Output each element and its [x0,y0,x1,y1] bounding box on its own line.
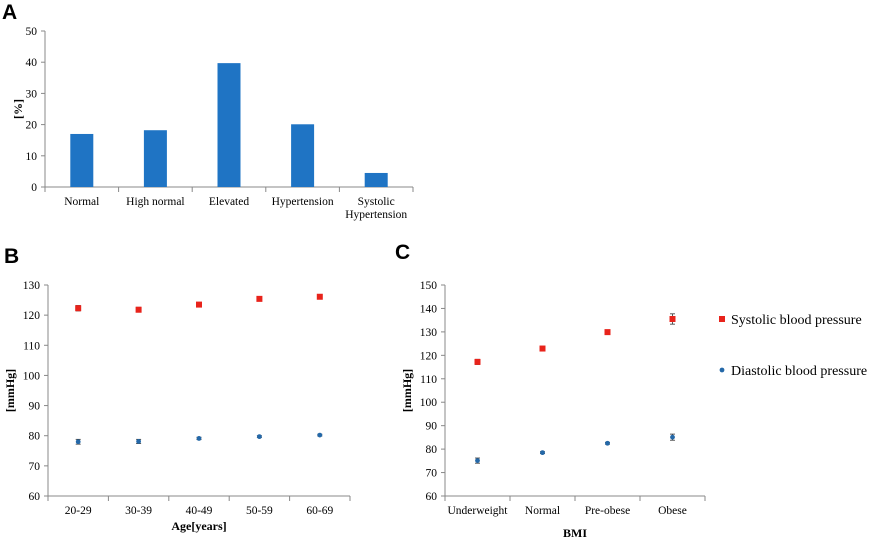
bar [291,124,315,187]
legend-systolic-marker [719,316,725,322]
bar [143,130,167,187]
x-tick-label: 50-59 [246,505,273,517]
panel-label-c: C [395,241,410,264]
y-tick-label: 10 [26,151,38,163]
y-tick-label: 130 [420,327,438,339]
legend-diastolic-marker [719,367,725,373]
bar [217,63,241,187]
bar [70,133,94,187]
x-axis-title: BMI [563,526,587,539]
y-tick-label: 40 [26,57,38,69]
y-tick-label: 100 [420,397,438,409]
systolic-point [474,358,481,365]
legend: Systolic blood pressure Diastolic blood … [719,313,867,379]
legend-systolic-label: Systolic blood pressure [731,313,862,328]
x-tick-label: High normal [126,196,184,208]
panel-label-a: A [2,1,17,24]
y-tick-label: 20 [26,120,38,132]
systolic-point [75,305,82,312]
x-tick-label: Hypertension [272,196,334,208]
x-tick-label: Underweight [447,505,508,517]
diastolic-point [670,434,675,440]
y-tick-label: 80 [426,444,438,456]
y-tick-label: 140 [420,303,438,315]
x-tick-label: 40-49 [186,505,213,517]
systolic-point [539,345,546,352]
diastolic-point [605,440,610,446]
y-tick-label: 120 [420,350,438,362]
x-tick-label: Normal [525,505,560,517]
y-tick-label: 130 [23,280,41,292]
diastolic-point [257,434,262,440]
y-tick-label: 110 [420,374,437,386]
x-tick-label: Obese [658,505,687,517]
y-axis-title: [mmHg] [3,369,17,412]
y-tick-label: 80 [29,431,41,443]
y-tick-label: 70 [426,468,438,480]
y-tick-label: 110 [23,340,40,352]
bar-chart-panel-a: 0 10 20 30 40 50 Normal High normal Elevated Hype… [11,26,414,221]
diastolic-point [475,458,480,463]
x-tick-label: Elevated [209,196,249,208]
diastolic-point [317,432,323,438]
y-axis-title: [%] [11,99,25,119]
bar [364,172,388,187]
scatter-chart-panel-c: 60 70 80 90 100 110 120 130 140 150 Underweight Nor… [400,280,706,539]
y-tick-label: 30 [26,88,38,100]
x-tick-label: Systolic [358,196,395,208]
x-tick-label: 30-39 [125,505,152,517]
y-axis-title: [mmHg] [400,369,414,412]
diastolic-point [136,439,142,444]
diastolic-point [540,450,545,456]
x-tick-label: 60-69 [306,505,333,517]
systolic-point [316,293,323,300]
x-tick-label: Pre-obese [585,505,630,517]
x-tick-label: 20-29 [65,505,92,517]
diastolic-point [196,436,202,441]
y-tick-label: 70 [29,461,41,473]
x-axis-title: Age[years] [171,519,226,533]
x-tick-label: Hypertension [345,209,407,221]
y-tick-label: 100 [23,370,41,382]
legend-diastolic-label: Diastolic blood pressure [731,364,867,379]
systolic-point [604,329,611,336]
diastolic-point [75,439,81,445]
scatter-chart-panel-b: 60 70 80 90 100 110 120 130 20-29 30-39 40-49 50-59… [3,280,351,533]
y-tick-label: 90 [426,421,438,433]
systolic-point [135,306,142,313]
systolic-point [669,315,676,322]
y-tick-label: 60 [426,491,438,503]
x-tick-label: Normal [64,196,99,208]
systolic-point [196,301,202,308]
y-tick-label: 120 [23,310,41,322]
y-tick-label: 50 [26,26,38,38]
y-tick-label: 60 [29,491,41,503]
y-tick-label: 0 [31,182,37,194]
panel-label-b: B [4,245,19,268]
systolic-point [256,295,263,302]
y-tick-label: 150 [420,280,438,292]
y-tick-label: 90 [29,401,41,413]
